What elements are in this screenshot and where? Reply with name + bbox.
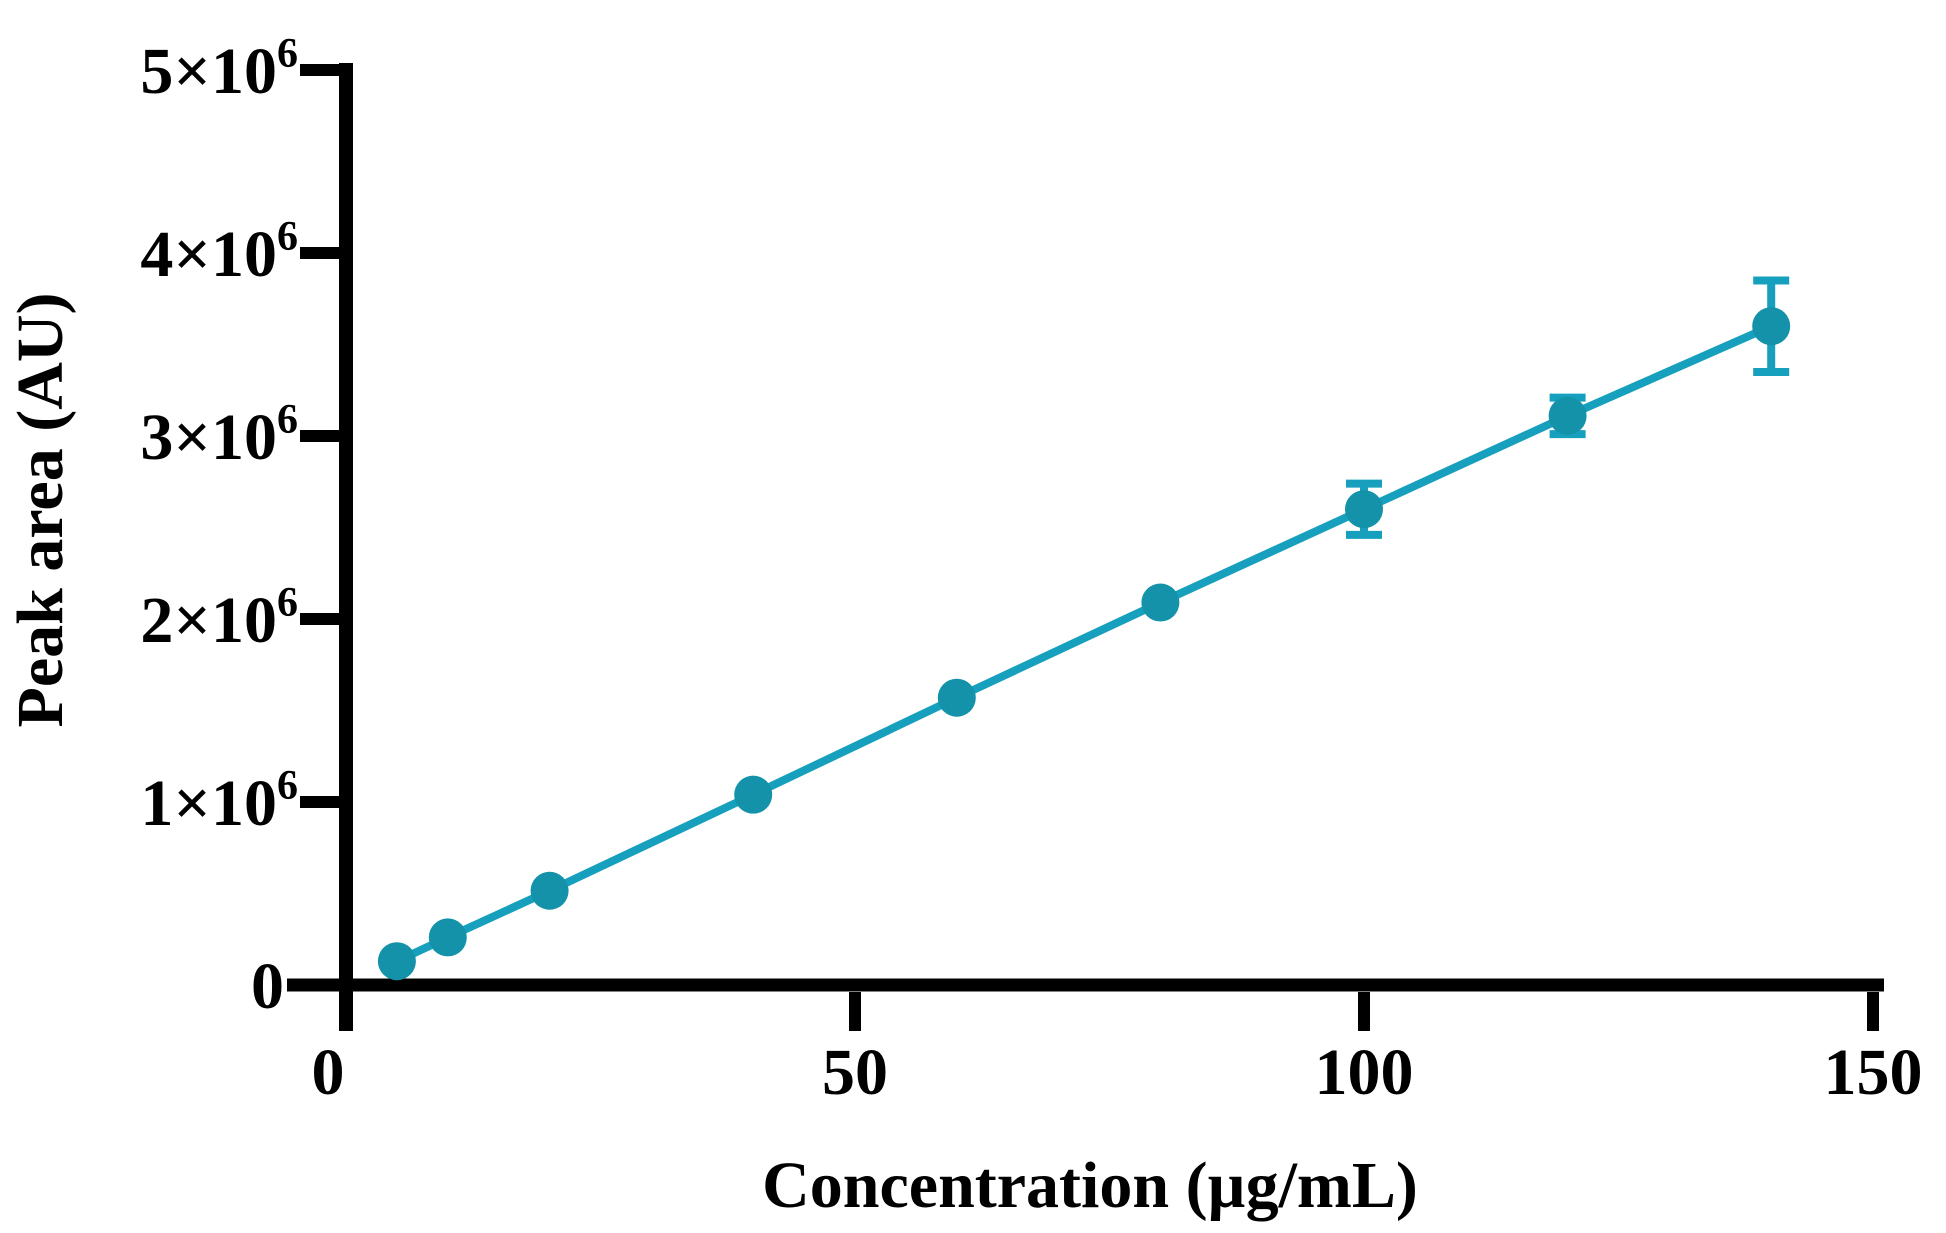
series-layer — [377, 307, 1791, 981]
y-tick-label: 1×106 — [140, 763, 298, 840]
y-tick-label: 4×106 — [140, 214, 298, 291]
data-point-marker — [428, 918, 467, 957]
data-point-marker — [377, 942, 416, 981]
data-point-marker — [1345, 490, 1383, 529]
data-point-marker — [530, 871, 569, 910]
y-tick-label: 2×106 — [140, 580, 298, 657]
axes-layer — [287, 63, 1884, 1031]
data-point-marker — [734, 775, 773, 814]
data-point-marker — [1548, 396, 1587, 435]
x-tick-label: 0 — [312, 1036, 345, 1109]
y-tick-label: 3×106 — [140, 397, 298, 474]
data-point-marker — [1752, 307, 1791, 346]
x-tick-label: 150 — [1824, 1036, 1923, 1109]
y-tick-label: 5×106 — [140, 31, 298, 108]
data-point-marker — [937, 678, 976, 717]
y-axis-title: Peak area (AU) — [4, 293, 77, 728]
y-tick-label: 0 — [251, 950, 284, 1023]
x-tick-label: 100 — [1315, 1036, 1414, 1109]
data-point-marker — [1141, 583, 1180, 622]
ticks-layer: 0 1×106 2×106 3×106 4×106 5×106 0 50 100 150 — [140, 31, 1922, 1109]
x-tick-label: 50 — [822, 1036, 888, 1109]
x-axis-title: Concentration (µg/mL) — [762, 1149, 1418, 1222]
